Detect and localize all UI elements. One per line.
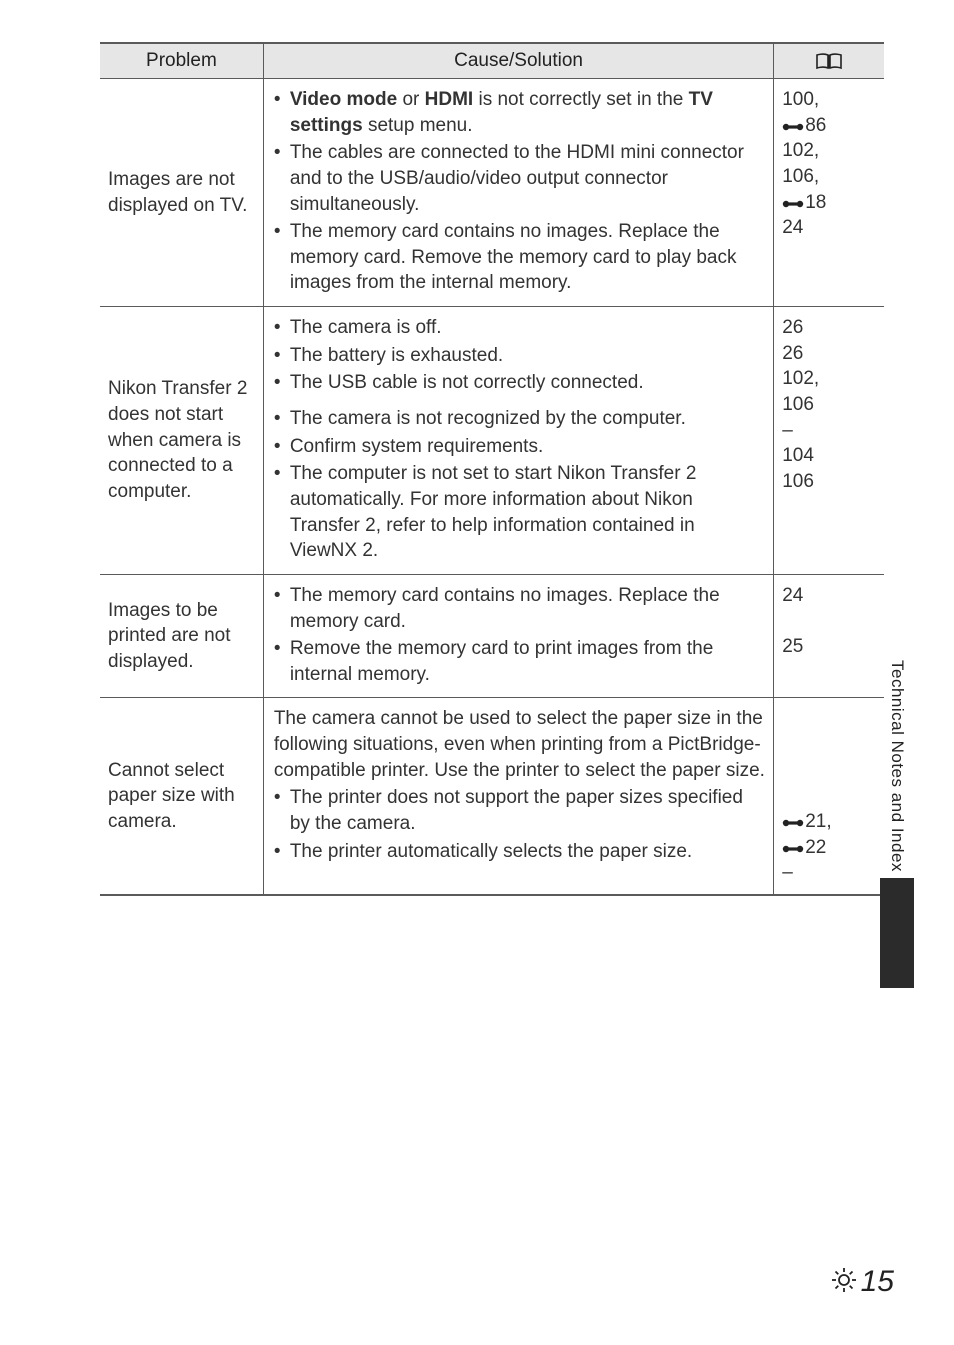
section-label: Technical Notes and Index (887, 660, 907, 872)
cause-item: The computer is not set to start Nikon T… (272, 461, 765, 564)
cause-item: Remove the memory card to print images f… (272, 636, 765, 687)
reference-list: 24 25 (782, 583, 876, 660)
reference-list: 2626102,106–104106 (782, 315, 876, 494)
reference-cell: 2626102,106–104106 (774, 307, 884, 575)
cause-list: Video mode or HDMI is not correctly set … (272, 87, 765, 296)
table-row: Images are not displayed on TV.Video mod… (100, 79, 884, 307)
reference-item (782, 609, 876, 635)
reference-item: – (782, 418, 876, 444)
table-body: Images are not displayed on TV.Video mod… (100, 79, 884, 895)
reference-item (782, 732, 876, 758)
reference-item: 22 (782, 835, 876, 861)
reference-item: 102, (782, 138, 876, 164)
cause-item: The printer does not support the paper s… (272, 785, 765, 836)
reference-item: 104 (782, 443, 876, 469)
ref-icon (782, 839, 804, 861)
ref-icon (782, 194, 804, 216)
cause-item: The battery is exhausted. (272, 343, 765, 369)
reference-item: 102, (782, 366, 876, 392)
problem-cell: Nikon Transfer 2 does not start when cam… (100, 307, 263, 575)
col-header-cause: Cause/Solution (263, 43, 773, 79)
side-tab: Technical Notes and Index (880, 660, 914, 988)
page-number-value: 15 (861, 1265, 894, 1299)
reference-list: 21,22– (782, 706, 876, 885)
cause-item: The memory card contains no images. Repl… (272, 219, 765, 296)
cause-list: The camera is off.The battery is exhaust… (272, 315, 765, 564)
cause-list: The printer does not support the paper s… (272, 785, 765, 864)
book-icon (778, 52, 880, 70)
troubleshoot-table: Problem Cause/Solution Images are not di… (100, 42, 884, 896)
section-index-block (880, 878, 914, 988)
sun-icon (831, 1267, 857, 1300)
page-number: 15 (831, 1265, 894, 1299)
cause-item: Video mode or HDMI is not correctly set … (272, 87, 765, 138)
reference-item (782, 706, 876, 732)
problem-cell: Images are not displayed on TV. (100, 79, 263, 307)
cause-item: The camera is off. (272, 315, 765, 341)
reference-item: 26 (782, 315, 876, 341)
problem-cell: Cannot select paper size with camera. (100, 698, 263, 895)
page-root: Problem Cause/Solution Images are not di… (0, 0, 954, 1345)
table-row: Cannot select paper size with camera.The… (100, 698, 884, 895)
reference-item (782, 758, 876, 784)
reference-item: 25 (782, 634, 876, 660)
reference-cell: 100,86102,106,1824 (774, 79, 884, 307)
reference-item: 86 (782, 113, 876, 139)
spacer (272, 398, 765, 406)
cause-pretext: The camera cannot be used to select the … (274, 706, 765, 783)
reference-cell: 24 25 (774, 574, 884, 698)
cause-item: The USB cable is not correctly connected… (272, 370, 765, 396)
reference-item: 24 (782, 583, 876, 609)
reference-list: 100,86102,106,1824 (782, 87, 876, 241)
reference-item: 106 (782, 392, 876, 418)
cause-item: The cables are connected to the HDMI min… (272, 140, 765, 217)
reference-item: 100, (782, 87, 876, 113)
col-header-reference (774, 43, 884, 79)
reference-item: 18 (782, 190, 876, 216)
table-row: Images to be printed are not displayed.T… (100, 574, 884, 698)
reference-item: – (782, 860, 876, 886)
reference-cell: 21,22– (774, 698, 884, 895)
reference-item: 106 (782, 469, 876, 495)
cause-cell: The camera is off.The battery is exhaust… (263, 307, 773, 575)
reference-item: 24 (782, 215, 876, 241)
table-row: Nikon Transfer 2 does not start when cam… (100, 307, 884, 575)
cause-item: The printer automatically selects the pa… (272, 839, 765, 865)
cause-cell: Video mode or HDMI is not correctly set … (263, 79, 773, 307)
ref-icon (782, 813, 804, 835)
cause-item: The camera is not recognized by the comp… (272, 406, 765, 432)
cause-cell: The memory card contains no images. Repl… (263, 574, 773, 698)
problem-cell: Images to be printed are not displayed. (100, 574, 263, 698)
cause-item: Confirm system requirements. (272, 434, 765, 460)
reference-item: 21, (782, 809, 876, 835)
ref-icon (782, 117, 804, 139)
reference-item (782, 783, 876, 809)
reference-item: 26 (782, 341, 876, 367)
col-header-problem: Problem (100, 43, 263, 79)
table-header-row: Problem Cause/Solution (100, 43, 884, 79)
cause-cell: The camera cannot be used to select the … (263, 698, 773, 895)
reference-item: 106, (782, 164, 876, 190)
cause-item: The memory card contains no images. Repl… (272, 583, 765, 634)
cause-list: The memory card contains no images. Repl… (272, 583, 765, 688)
